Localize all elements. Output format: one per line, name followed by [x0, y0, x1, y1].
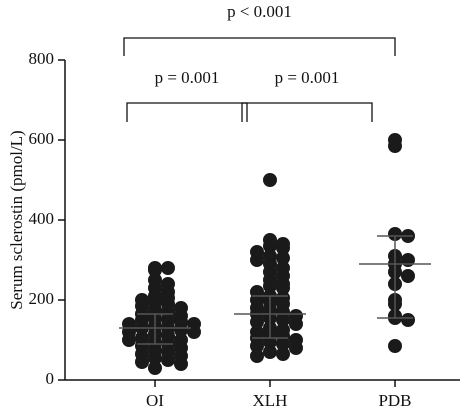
data-point — [250, 253, 264, 267]
data-point — [161, 353, 175, 367]
data-point — [174, 357, 188, 371]
significance-bracket — [241, 102, 373, 122]
y-tick-label: 0 — [46, 369, 55, 388]
y-axis-label: Serum sclerostin (pmol/L) — [7, 130, 26, 309]
data-point — [161, 261, 175, 275]
data-point — [174, 323, 188, 337]
data-point — [148, 351, 162, 365]
data-point — [148, 361, 162, 375]
x-tick-label: OI — [146, 391, 164, 410]
data-point — [388, 339, 402, 353]
data-point — [276, 241, 290, 255]
p-value-label: p < 0.001 — [227, 2, 292, 21]
data-point — [263, 239, 277, 253]
data-point — [276, 313, 290, 327]
y-tick-label: 200 — [29, 289, 55, 308]
data-point — [276, 281, 290, 295]
data-point — [263, 279, 277, 293]
significance-bracket — [123, 37, 396, 56]
data-point — [289, 317, 303, 331]
x-tick-label: XLH — [253, 391, 288, 410]
data-point — [122, 333, 136, 347]
data-point — [401, 269, 415, 283]
x-tick-label: PDB — [378, 391, 411, 410]
data-point — [148, 263, 162, 277]
data-point — [250, 339, 264, 353]
data-point — [401, 253, 415, 267]
data-point — [289, 341, 303, 355]
data-point — [263, 173, 277, 187]
data-point — [250, 315, 264, 329]
p-value-label: p = 0.001 — [155, 68, 220, 87]
data-point — [250, 349, 264, 363]
data-point — [388, 139, 402, 153]
data-point — [276, 337, 290, 351]
data-point — [135, 355, 149, 369]
data-point — [187, 325, 201, 339]
data-point — [401, 313, 415, 327]
p-value-label: p = 0.001 — [275, 68, 340, 87]
data-point — [263, 345, 277, 359]
y-tick-label: 600 — [29, 129, 55, 148]
y-tick-label: 800 — [29, 49, 55, 68]
significance-bracket — [126, 102, 248, 122]
data-point — [388, 227, 402, 241]
data-point — [276, 347, 290, 361]
y-tick-label: 400 — [29, 209, 55, 228]
data-point — [276, 251, 290, 265]
